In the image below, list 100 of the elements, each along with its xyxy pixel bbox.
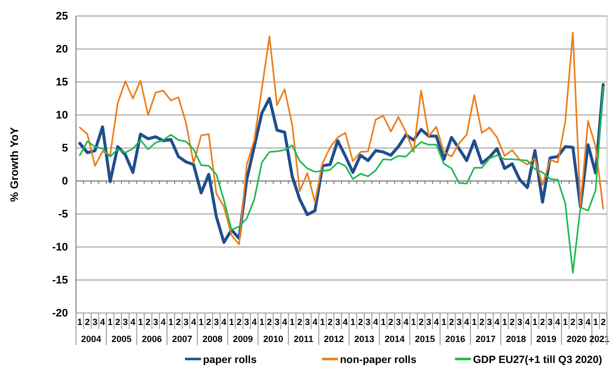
- text: 2005: [112, 334, 132, 344]
- x-tick-label: 2: [388, 317, 394, 327]
- x-tick-label: 2: [297, 317, 302, 327]
- x-tick-label: 1: [138, 317, 143, 327]
- text: 2009: [232, 334, 253, 344]
- y-tick-label: -15: [52, 274, 68, 287]
- y-axis-title: % Growth YoY: [9, 126, 21, 202]
- x-tick-label: 1: [168, 317, 174, 327]
- x-tick-label: 3: [183, 317, 188, 327]
- x-tick-label: 4: [191, 317, 196, 327]
- x-tick-label: 2: [146, 317, 151, 327]
- y-tick-label: -5: [58, 208, 68, 221]
- x-tick-label: 1: [411, 317, 416, 327]
- x-tick-label: 3: [578, 317, 583, 327]
- text: 2017: [476, 334, 496, 344]
- x-tick-label: 3: [335, 317, 340, 327]
- x-tick-label: 3: [92, 317, 98, 327]
- x-tick-label: 1: [259, 317, 264, 327]
- legend-label: GDP EU27(+1 till Q3 2020): [473, 354, 602, 366]
- x-tick-label: 3: [122, 317, 128, 327]
- text: 2013: [354, 334, 374, 344]
- x-tick-label: 3: [486, 317, 492, 327]
- y-tick-label: -20: [52, 308, 68, 320]
- text: 2014: [384, 334, 405, 344]
- x-tick-label: 3: [366, 317, 371, 327]
- x-tick-label: 4: [555, 317, 560, 327]
- x-tick-label: 4: [464, 317, 470, 327]
- x-tick-label: 1: [472, 317, 477, 327]
- x-tick-label: 3: [244, 317, 250, 327]
- x-tick-label: 3: [548, 317, 553, 327]
- x-tick-label: 1: [290, 317, 295, 327]
- x-tick-label: 1: [108, 317, 113, 327]
- y-tick-label: -10: [52, 242, 68, 254]
- text: 2008: [202, 334, 223, 344]
- x-tick-label: 4: [403, 317, 408, 327]
- x-tick-label: 1: [562, 317, 568, 327]
- text: 2006: [142, 334, 162, 344]
- x-tick-label: 3: [456, 317, 462, 327]
- y-tick-label: 5: [62, 142, 68, 155]
- x-tick-label: 3: [153, 317, 158, 327]
- x-tick-label: 4: [373, 317, 378, 327]
- x-tick-label: 3: [214, 317, 219, 327]
- x-tick-label: 1: [380, 317, 386, 327]
- text: 2016: [445, 334, 466, 344]
- legend-label: paper rolls: [203, 354, 257, 366]
- x-tick-label: 2: [540, 317, 546, 327]
- text: 2012: [324, 334, 344, 344]
- text: 2015: [414, 334, 435, 344]
- x-tick-label: 4: [342, 317, 348, 327]
- x-tick-label: 4: [524, 317, 530, 327]
- x-tick-label: 3: [304, 317, 310, 327]
- x-tick-label: 1: [198, 317, 204, 327]
- x-tick-label: 2: [479, 317, 484, 327]
- x-tick-label: 2: [176, 317, 181, 327]
- x-tick-label: 3: [274, 317, 280, 327]
- line-series: [78, 32, 604, 246]
- y-tick-label: 10: [56, 110, 68, 122]
- x-tick-label: 1: [593, 317, 598, 327]
- x-tick-label: 3: [426, 317, 432, 327]
- legend-label: non-paper rolls: [340, 354, 417, 366]
- x-tick-label: 2: [328, 317, 333, 327]
- x-tick-label: 4: [434, 317, 439, 327]
- y-tick-label: 20: [56, 44, 68, 56]
- y-tick-label: 0: [62, 176, 68, 188]
- x-tick-label: 2: [418, 317, 424, 327]
- x-tick-label: 3: [517, 317, 522, 327]
- text: 2019: [536, 334, 556, 344]
- x-tick-label: 2: [236, 317, 242, 327]
- x-tick-label: 3: [396, 317, 401, 327]
- x-tick-label: 4: [494, 317, 500, 327]
- x-tick-label: 2: [358, 317, 363, 327]
- x-tick-label: 1: [532, 317, 538, 327]
- x-tick-label: 4: [282, 317, 288, 327]
- x-tick-label: 4: [100, 317, 106, 327]
- text: 2018: [506, 334, 526, 344]
- x-tick-label: 4: [252, 317, 257, 327]
- x-tick-label: 1: [229, 317, 234, 327]
- x-tick-label: 4: [221, 317, 226, 327]
- x-tick-label: 2: [510, 317, 515, 327]
- x-tick-label: 4: [160, 317, 166, 327]
- x-tick-label: 4: [586, 317, 591, 327]
- x-tick-label: 2: [570, 317, 576, 327]
- text: 2011: [294, 334, 314, 344]
- x-tick-label: 1: [441, 317, 446, 327]
- x-tick-label: 2: [448, 317, 454, 327]
- x-tick-label: 1: [350, 317, 356, 327]
- x-tick-label: 1: [77, 317, 82, 327]
- x-tick-label: 2: [115, 317, 120, 327]
- text: 2020: [566, 334, 587, 344]
- x-tick-label: 2: [600, 317, 606, 327]
- y-tick-label: 25: [56, 10, 68, 23]
- x-tick-label: 1: [502, 317, 508, 327]
- x-tick-label: 4: [130, 317, 136, 327]
- x-tick-label: 2: [84, 317, 90, 327]
- text: 2004: [81, 334, 102, 344]
- y-tick-label: 15: [56, 76, 68, 89]
- text: 2007: [172, 334, 192, 344]
- x-tick-label: 2: [206, 317, 212, 327]
- text: 2010: [263, 334, 284, 344]
- x-tick-label: 4: [312, 317, 318, 327]
